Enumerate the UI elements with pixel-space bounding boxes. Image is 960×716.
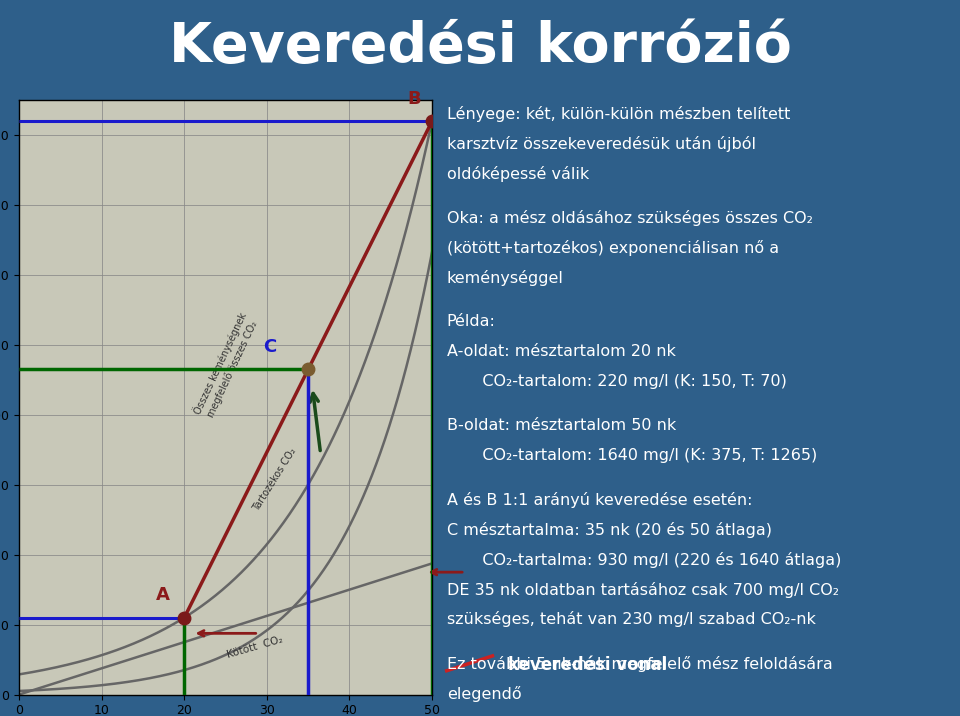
Text: CO₂-tartalom: 220 mg/l (K: 150, T: 70): CO₂-tartalom: 220 mg/l (K: 150, T: 70) bbox=[467, 374, 787, 389]
Text: Tartozékos CO₂: Tartozékos CO₂ bbox=[252, 446, 299, 513]
Text: Lényege: két, külön-külön mészben telített: Lényege: két, külön-külön mészben telíte… bbox=[446, 106, 790, 122]
Text: CO₂-tartalom: 1640 mg/l (K: 375, T: 1265): CO₂-tartalom: 1640 mg/l (K: 375, T: 1265… bbox=[467, 448, 817, 463]
Text: C mésztartalma: 35 nk (20 és 50 átlaga): C mésztartalma: 35 nk (20 és 50 átlaga) bbox=[446, 522, 772, 538]
Text: DE 35 nk oldatban tartásához csak 700 mg/l CO₂: DE 35 nk oldatban tartásához csak 700 mg… bbox=[446, 581, 839, 598]
Text: A és B 1:1 arányú keveredése esetén:: A és B 1:1 arányú keveredése esetén: bbox=[446, 493, 753, 508]
Text: elegendő: elegendő bbox=[446, 686, 521, 702]
Text: B: B bbox=[407, 90, 420, 107]
Text: Kötött  CO₂: Kötött CO₂ bbox=[226, 634, 284, 659]
Text: Ez további 5 nk-nak megfelelő mész feloldására: Ez további 5 nk-nak megfelelő mész felol… bbox=[446, 656, 832, 672]
Text: A: A bbox=[156, 586, 169, 604]
Text: C: C bbox=[263, 338, 276, 356]
Text: keménységgel: keménységgel bbox=[446, 270, 564, 286]
Text: karsztvíz összekeveredésük után újból: karsztvíz összekeveredésük után újból bbox=[446, 136, 756, 152]
Text: szükséges, tehát van 230 mg/l szabad CO₂-nk: szükséges, tehát van 230 mg/l szabad CO₂… bbox=[446, 611, 816, 627]
Text: oldóképessé válik: oldóképessé válik bbox=[446, 165, 588, 182]
Text: keveredési vonal: keveredési vonal bbox=[508, 656, 667, 674]
Text: CO₂-tartalma: 930 mg/l (220 és 1640 átlaga): CO₂-tartalma: 930 mg/l (220 és 1640 átla… bbox=[467, 552, 841, 568]
Text: Oka: a mész oldásához szükséges összes CO₂: Oka: a mész oldásához szükséges összes C… bbox=[446, 211, 812, 226]
Text: Példa:: Példa: bbox=[446, 314, 495, 329]
Text: (kötött+tartozékos) exponenciálisan nő a: (kötött+tartozékos) exponenciálisan nő a bbox=[446, 240, 779, 256]
Text: Összes keménységnek
megfelelő összes CO₂: Összes keménységnek megfelelő összes CO₂ bbox=[191, 311, 260, 422]
Text: B-oldat: mésztartalom 50 nk: B-oldat: mésztartalom 50 nk bbox=[446, 418, 676, 433]
Text: A-oldat: mésztartalom 20 nk: A-oldat: mésztartalom 20 nk bbox=[446, 344, 676, 359]
Text: Keveredési korrózió: Keveredési korrózió bbox=[169, 19, 791, 74]
